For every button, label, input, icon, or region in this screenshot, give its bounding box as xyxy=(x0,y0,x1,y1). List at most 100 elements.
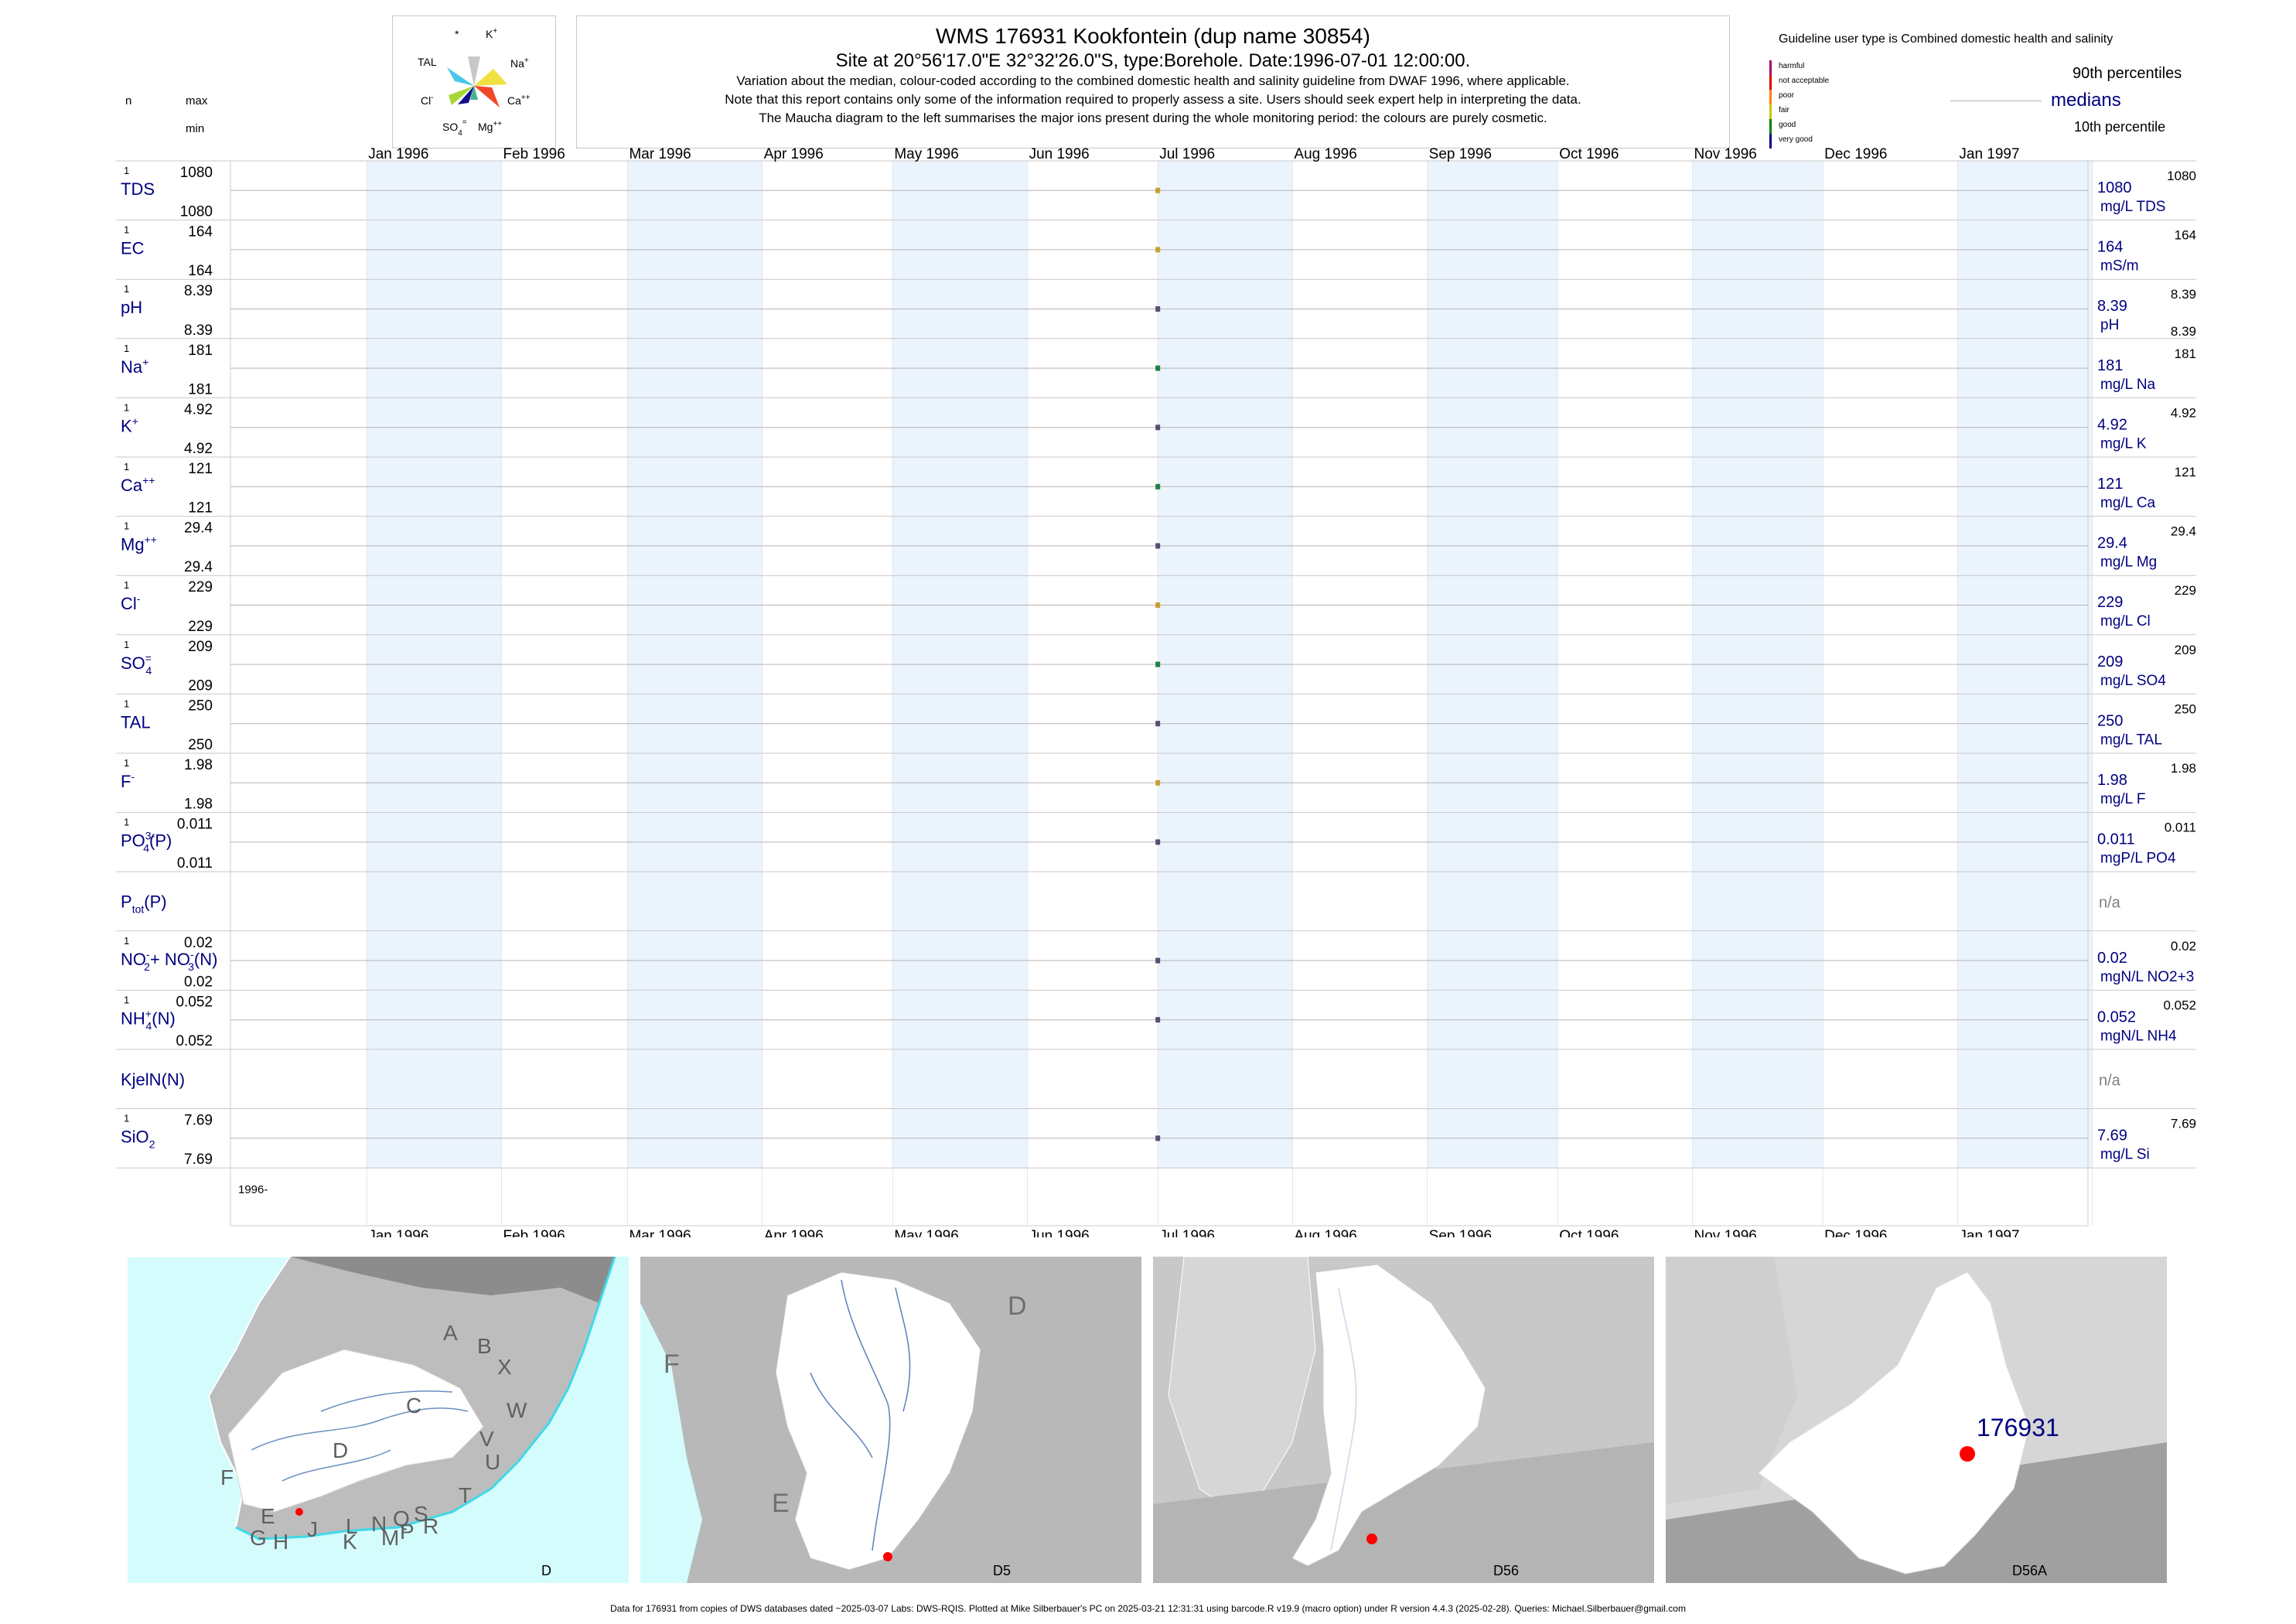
row-n: 1 xyxy=(124,401,129,413)
month-label-bottom: Dec 1996 xyxy=(1824,1228,1887,1237)
month-label-bottom: Aug 1996 xyxy=(1294,1228,1356,1237)
guideline-swatch xyxy=(1769,119,1772,134)
map-d-region-label: D xyxy=(333,1438,348,1462)
legend-medians: medians xyxy=(2051,90,2121,111)
maucha-label-tal: TAL xyxy=(418,56,437,68)
maucha-segment-tal xyxy=(447,67,474,86)
row-median-value: 0.011 xyxy=(2097,831,2135,848)
data-point xyxy=(1155,661,1161,667)
row-n: 1 xyxy=(124,224,129,236)
map-d-region-label: U xyxy=(485,1450,500,1474)
variable-label: PO3-4​(P) xyxy=(121,830,172,855)
row-max: 8.39 xyxy=(184,283,213,299)
row-max: 0.052 xyxy=(176,994,213,1010)
row-n: 1 xyxy=(124,165,129,176)
map-d56a-catchment xyxy=(1758,1271,2030,1575)
guideline-category-label: harmful xyxy=(1779,62,1805,70)
row-unit: mgN/L NO2+3 xyxy=(2100,969,2194,985)
row-unit: mg/L Na xyxy=(2100,377,2156,393)
map-d56-catchment xyxy=(1291,1264,1486,1567)
data-point xyxy=(1155,1135,1161,1141)
data-point xyxy=(1155,543,1161,549)
map-d56a-west xyxy=(1666,1257,1797,1504)
site-marker xyxy=(295,1508,303,1516)
variable-row: 1 7.69 7.69 SiO2​ 7.69 mg/L Si 7.69 xyxy=(116,1108,2196,1169)
month-label-top: Jan 1997 xyxy=(1959,146,2019,162)
maucha-segment-cl xyxy=(449,86,474,105)
month-label-top: Dec 1996 xyxy=(1824,146,1887,162)
row-min: 164 xyxy=(188,263,213,279)
variable-row: 1 8.39 8.39 pH 8.39 pH 8.39 8.39 xyxy=(116,278,2196,339)
map-panel-d56: D56 xyxy=(1153,1257,1654,1583)
map-d-region-label: K xyxy=(343,1530,357,1554)
map-d-region-label: W xyxy=(507,1398,527,1422)
row-max: 121 xyxy=(188,461,213,477)
row-min: 29.4 xyxy=(184,559,213,575)
row-max: 0.02 xyxy=(184,935,213,951)
map-d-region-label: H xyxy=(273,1530,288,1554)
row-p10: 8.39 xyxy=(2171,324,2196,339)
month-label-bottom: Jan 1996 xyxy=(368,1228,428,1237)
row-median-value: 7.69 xyxy=(2097,1128,2127,1145)
month-label-bottom: May 1996 xyxy=(894,1228,958,1237)
row-unit: mgN/L NH4 xyxy=(2100,1028,2177,1044)
footer-text: Data for 176931 from copies of DWS datab… xyxy=(610,1603,1686,1614)
row-unit: mg/L Cl xyxy=(2100,613,2151,629)
row-median-value: 229 xyxy=(2097,594,2123,611)
row-n: 1 xyxy=(124,461,129,473)
data-point xyxy=(1155,602,1161,608)
variable-label: NO-2​+ NO-3​(N) xyxy=(121,948,217,973)
map-d-region-label: Q xyxy=(393,1506,410,1530)
month-label-bottom: Oct 1996 xyxy=(1559,1228,1619,1237)
month-label-bottom: Jun 1996 xyxy=(1029,1228,1090,1237)
maucha-segment-mg xyxy=(470,86,478,100)
map-d-region-label: T xyxy=(459,1483,472,1507)
map-quaternary-d56a: 176931 D56A xyxy=(1666,1257,2167,1583)
row-unit: mg/L SO4 xyxy=(2100,673,2166,689)
col-heading-max: max xyxy=(186,94,208,107)
row-min: 229 xyxy=(188,619,213,635)
guideline-category-label: good xyxy=(1779,121,1796,129)
variable-label: SiO2​ xyxy=(121,1128,155,1151)
month-label-top: Jan 1996 xyxy=(368,146,428,162)
row-median-value: 4.92 xyxy=(2097,416,2127,433)
maucha-segment-na xyxy=(474,69,507,86)
variable-label: pH xyxy=(121,298,142,317)
row-p90: 1080 xyxy=(2167,169,2196,183)
map-d-region-label: J xyxy=(307,1517,318,1541)
row-max: 29.4 xyxy=(184,520,213,537)
map-caption-d56: D56 xyxy=(1493,1563,1519,1578)
map-d-region-label: E xyxy=(261,1504,275,1528)
maucha-segment-ca xyxy=(474,86,500,107)
guideline-category-label: very good xyxy=(1779,135,1813,144)
month-label-top: Apr 1996 xyxy=(764,146,824,162)
row-n: 1 xyxy=(124,935,129,947)
row-max: 229 xyxy=(188,579,213,595)
data-point xyxy=(1155,721,1161,727)
data-point xyxy=(1155,483,1161,490)
row-min: 4.92 xyxy=(184,441,213,457)
map-d56-west xyxy=(1168,1257,1316,1520)
guideline-swatch xyxy=(1769,90,1772,104)
map-primary-d xyxy=(227,1349,484,1513)
row-min: 181 xyxy=(188,381,213,397)
map-d-region-label: R xyxy=(423,1514,438,1538)
row-unit: mg/L K xyxy=(2100,435,2147,452)
note-line-3: The Maucha diagram to the left summarise… xyxy=(759,111,1547,125)
variable-label: NH+4​(N) xyxy=(121,1007,176,1032)
data-point xyxy=(1155,247,1161,253)
data-point xyxy=(1155,187,1161,193)
map-d-region-label: B xyxy=(477,1334,492,1358)
map-north-region xyxy=(128,1257,615,1303)
month-label-top: Oct 1996 xyxy=(1559,146,1619,162)
row-p90: 209 xyxy=(2175,643,2196,657)
row-min: 250 xyxy=(188,737,213,753)
site-marker xyxy=(1960,1446,1975,1462)
data-point xyxy=(1155,780,1161,786)
note-line-2: Note that this report contains only some… xyxy=(725,92,1581,107)
variable-row: KjelN(N) n/a xyxy=(116,1049,2196,1089)
maucha-diagram-box: * K+ TAL Na+ Cl- Ca++ SO4= Mg++ xyxy=(392,15,556,148)
row-median-value: n/a xyxy=(2099,1072,2121,1089)
